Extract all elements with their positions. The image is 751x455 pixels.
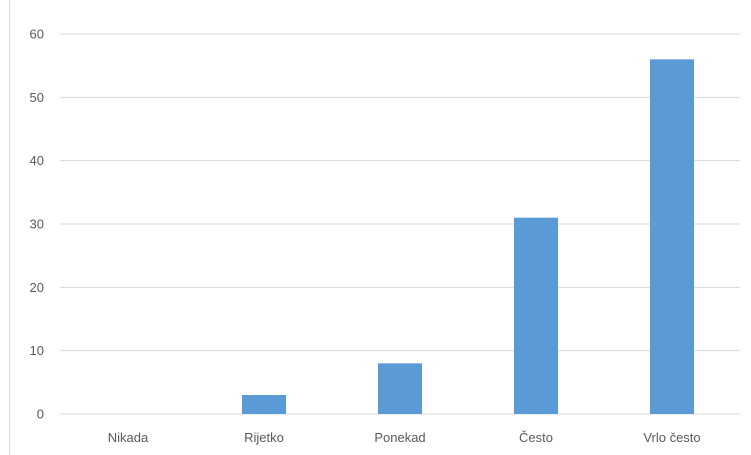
gridlines xyxy=(60,33,740,415)
bar-5 xyxy=(650,59,694,414)
y-tick-label: 20 xyxy=(30,280,44,295)
bar-2 xyxy=(242,395,286,414)
bar-4 xyxy=(514,217,558,414)
x-category-label: Ponekad xyxy=(374,430,425,445)
y-tick-label: 30 xyxy=(30,217,44,232)
x-axis-categories: Nikada Rijetko Ponekad Često Vrlo često xyxy=(108,430,701,445)
bar-3 xyxy=(378,363,422,414)
x-category-label: Rijetko xyxy=(244,430,284,445)
y-tick-label: 0 xyxy=(37,407,44,422)
y-tick-label: 10 xyxy=(30,343,44,358)
y-axis-ticks: 0 10 20 30 40 50 60 xyxy=(30,27,44,422)
y-tick-label: 50 xyxy=(30,90,44,105)
left-border xyxy=(9,0,10,455)
y-tick-label: 60 xyxy=(30,27,44,42)
x-category-label: Često xyxy=(519,430,553,445)
bars xyxy=(242,59,694,414)
y-tick-label: 40 xyxy=(30,153,44,168)
x-category-label: Vrlo često xyxy=(643,430,700,445)
x-category-label: Nikada xyxy=(108,430,149,445)
